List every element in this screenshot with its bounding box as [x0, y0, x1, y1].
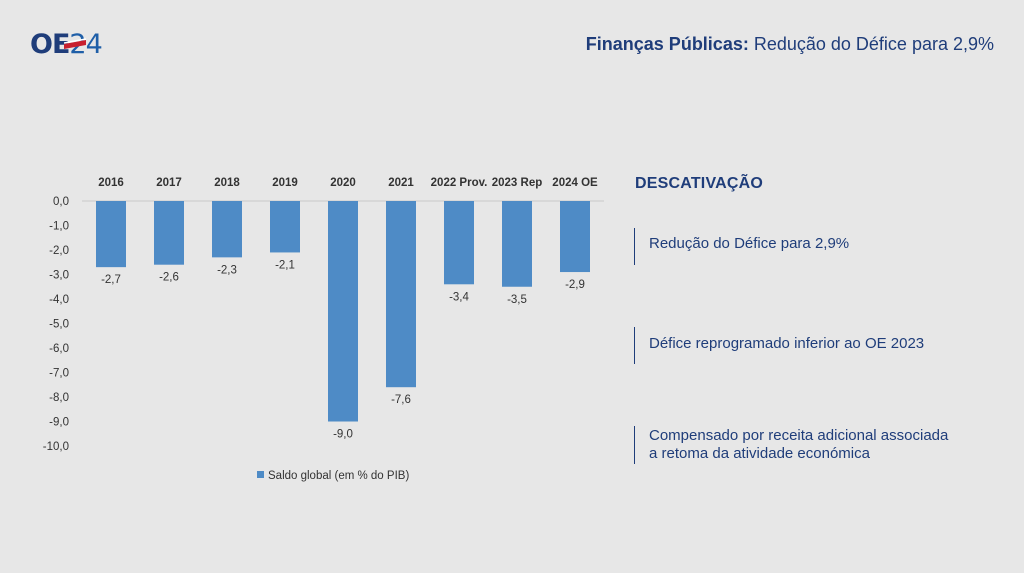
data-label: -3,5	[507, 294, 527, 306]
y-tick-label: -7,0	[49, 368, 69, 380]
deficit-bar-chart: 0,0 -1,0 -2,0 -3,0 -4,0 -5,0 -6,0 -7,0 -8,0 -9,0 -…	[43, 177, 604, 482]
bar	[328, 201, 358, 422]
y-tick-label: -6,0	[49, 343, 69, 355]
data-label: -2,3	[217, 264, 237, 276]
description-item-line: Redução do Défice para 2,9%	[649, 235, 850, 252]
y-tick-label: -8,0	[49, 392, 69, 404]
x-category-label: 2020	[330, 177, 356, 189]
y-tick-label: 0,0	[53, 196, 69, 208]
x-category-label: 2018	[214, 177, 240, 189]
oe24-logo: OE24	[30, 28, 130, 62]
legend-swatch	[257, 471, 264, 478]
page-title-strong: Finanças Públicas:	[585, 34, 749, 54]
data-label: -2,9	[565, 279, 585, 291]
description-item-line: Défice reprogramado inferior ao OE 2023	[649, 335, 925, 352]
data-label: -2,7	[101, 274, 121, 286]
data-label: -2,1	[275, 259, 295, 271]
x-category-label: 2016	[98, 177, 124, 189]
bar	[96, 201, 126, 268]
data-label: -7,6	[391, 394, 411, 406]
y-tick-label: -3,0	[49, 270, 69, 282]
y-tick-label: -10,0	[43, 441, 69, 453]
description-item-line: Compensado por receita adicional associa…	[649, 427, 949, 444]
y-tick-label: -5,0	[49, 319, 69, 331]
x-category-label: 2021	[388, 177, 414, 189]
page-title-rest: Redução do Défice para 2,9%	[748, 34, 994, 54]
bar	[444, 201, 474, 285]
description-heading: DESCATIVAÇÃO	[635, 175, 764, 192]
bar	[560, 201, 590, 273]
x-category-label: 2024 OE	[552, 177, 598, 189]
logo-text: OE24	[30, 29, 103, 60]
x-category-label: 2017	[156, 177, 182, 189]
data-label: -2,6	[159, 272, 179, 284]
data-label: -9,0	[333, 429, 353, 441]
y-tick-label: -2,0	[49, 245, 69, 257]
x-category-label: 2023 Rep	[492, 177, 543, 189]
bar	[212, 201, 242, 258]
x-category-label: 2022 Prov.	[431, 177, 488, 189]
y-tick-label: -1,0	[49, 221, 69, 233]
y-tick-label: -4,0	[49, 294, 69, 306]
flag-icon	[64, 38, 86, 49]
description-item-reprogrammed-deficit: Défice reprogramado inferior ao OE 2023	[634, 327, 984, 364]
description-item-deficit-reduction: Redução do Défice para 2,9%	[634, 228, 984, 265]
bar	[154, 201, 184, 265]
bar	[386, 201, 416, 388]
description-item-line: a retoma da atividade económica	[649, 445, 870, 462]
data-label: -3,4	[449, 291, 469, 303]
page-title: Finanças Públicas: Redução do Défice par…	[586, 34, 994, 55]
x-category-label: 2019	[272, 177, 298, 189]
bar	[270, 201, 300, 253]
y-tick-label: -9,0	[49, 417, 69, 429]
legend-label: Saldo global (em % do PIB)	[268, 470, 409, 482]
bar	[502, 201, 532, 287]
description-item-additional-revenue: Compensado por receita adicional associa…	[634, 426, 984, 464]
